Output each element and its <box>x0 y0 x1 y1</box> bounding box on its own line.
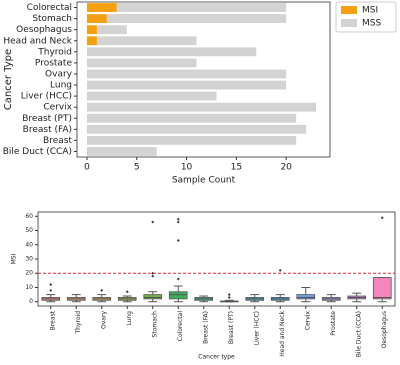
x-tick-label: Breast (FA) <box>202 311 209 344</box>
x-tick-label: Head and Neck <box>279 310 286 356</box>
outlier <box>278 268 282 272</box>
outlier <box>380 216 384 220</box>
bar <box>86 91 217 101</box>
y-axis-label: Cancer Type <box>3 49 14 110</box>
x-tick-label: Colorectal <box>177 311 184 342</box>
bar <box>116 3 287 12</box>
legend-swatch <box>341 6 357 14</box>
outlier <box>176 277 180 281</box>
y-tick-label: Breast (FA) <box>23 125 72 135</box>
y-tick-label: 50 <box>25 227 33 234</box>
bar <box>86 147 157 156</box>
outlier <box>227 293 231 297</box>
bar <box>86 58 197 68</box>
legend-swatch <box>341 19 357 27</box>
outlier <box>176 220 180 224</box>
y-tick-label: Thyroid <box>37 47 72 57</box>
x-tick-label: 10 <box>181 163 193 173</box>
y-tick-label: 40 <box>25 241 33 248</box>
x-tick-label: Liver (HCC) <box>253 311 260 345</box>
x-axis-label: Cancer type <box>198 354 235 361</box>
y-tick-label: 20 <box>25 270 33 277</box>
outlier <box>100 288 104 292</box>
bar <box>86 102 317 112</box>
x-tick-label: 0 <box>84 163 90 173</box>
bar <box>86 69 287 79</box>
x-tick-label: Bile Duct (CCA) <box>355 311 362 357</box>
x-tick-label: 20 <box>280 163 292 173</box>
bar <box>86 47 257 57</box>
y-tick-label: Breast (PT) <box>22 114 72 124</box>
bar <box>86 113 297 123</box>
y-tick-label: Lung <box>50 81 72 91</box>
plot-frame <box>37 211 396 307</box>
outlier <box>151 271 155 275</box>
x-tick-label: Lung <box>126 311 133 326</box>
x-tick-label: Breast (PT) <box>228 311 235 344</box>
x-tick-label: Prostate <box>330 311 337 336</box>
box <box>143 294 163 300</box>
bar <box>96 25 127 35</box>
bar <box>86 25 97 35</box>
y-tick-label: Cervix <box>43 103 72 113</box>
y-axis-label: MSI <box>11 253 18 264</box>
x-tick-label: Stomach <box>151 311 158 338</box>
y-tick-label: Stomach <box>32 14 72 24</box>
x-tick-label: Cervix <box>304 311 311 331</box>
y-tick-label: Prostate <box>35 58 73 68</box>
y-tick-label: 30 <box>25 256 33 263</box>
bar <box>86 135 297 145</box>
x-tick-label: Thyroid <box>75 311 82 335</box>
bar <box>106 14 287 24</box>
outlier <box>151 220 155 224</box>
y-tick-label: Liver (HCC) <box>21 92 72 102</box>
x-tick-label: Breast <box>49 310 56 330</box>
x-axis-label: Sample Count <box>172 176 236 186</box>
bar <box>86 80 287 90</box>
x-tick-label: 15 <box>231 163 242 173</box>
y-tick-label: 60 <box>25 213 33 220</box>
outlier <box>176 238 180 242</box>
outlier <box>227 295 231 299</box>
outlier <box>151 274 155 278</box>
y-tick-label: Colorectal <box>27 3 72 13</box>
outlier <box>176 217 180 221</box>
legend-label: MSS <box>362 19 381 29</box>
box <box>296 294 316 300</box>
y-tick-label: 10 <box>25 284 33 291</box>
y-tick-label: 0 <box>29 298 33 305</box>
y-tick-label: Bile Duct (CCA) <box>3 147 72 157</box>
y-tick-label: Oesophagus <box>16 25 72 35</box>
bar <box>96 36 197 46</box>
y-tick-label: Head and Neck <box>3 36 72 46</box>
y-tick-label: Ovary <box>45 69 73 79</box>
outlier <box>49 283 53 287</box>
outlier <box>125 290 129 294</box>
x-tick-label: Ovary <box>100 311 107 329</box>
x-tick-label: 5 <box>134 163 140 173</box>
plot-frame <box>76 1 331 158</box>
legend-label: MSI <box>362 6 378 16</box>
x-tick-label: Oesophagus <box>381 311 388 348</box>
box <box>168 291 188 300</box>
y-tick-label: Breast <box>43 136 72 146</box>
bar <box>86 124 307 134</box>
bar <box>86 3 117 12</box>
bar <box>86 14 107 24</box>
box <box>372 277 392 300</box>
bar <box>86 36 97 46</box>
outlier <box>49 288 53 292</box>
